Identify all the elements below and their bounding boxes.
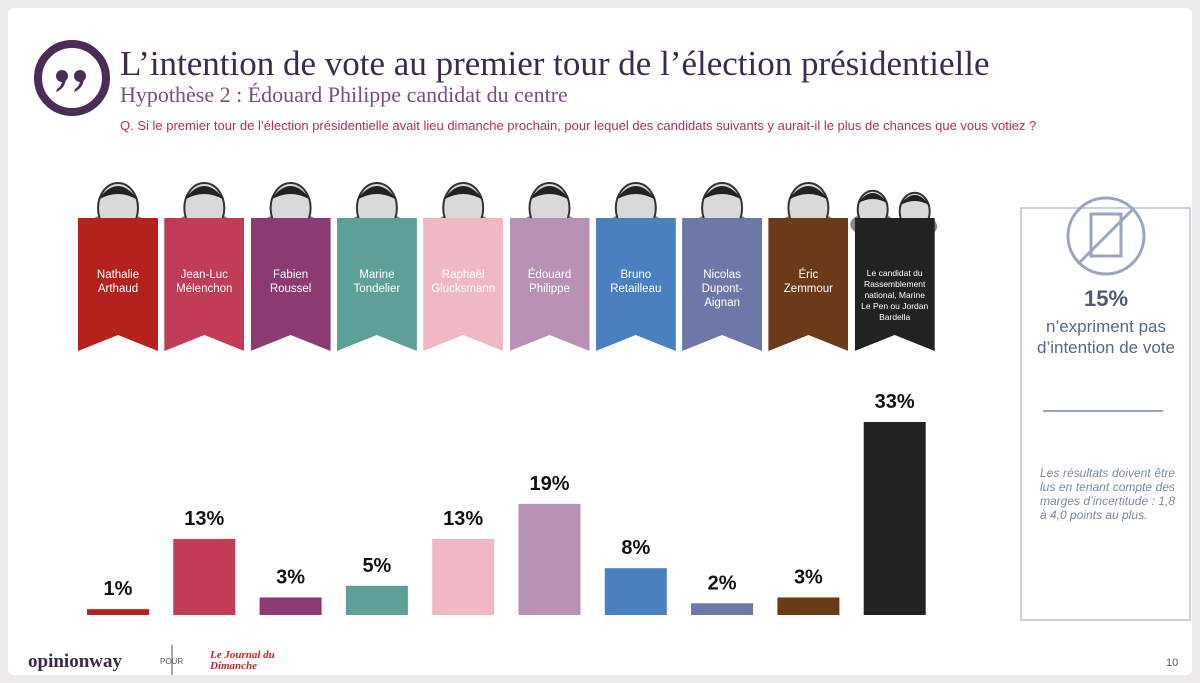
- side-panel: [1020, 207, 1191, 621]
- bar: [518, 503, 581, 615]
- portrait: [899, 195, 930, 206]
- portrait: [270, 186, 311, 200]
- brand: opinionway: [28, 651, 122, 672]
- candidate-name: Fabien Roussel: [250, 218, 331, 351]
- portrait: [857, 193, 888, 204]
- value-label: 8%: [621, 537, 650, 559]
- quote-icon: [34, 40, 110, 116]
- value-label: 3%: [794, 566, 823, 588]
- bar: [691, 603, 754, 615]
- portrait: [356, 186, 397, 200]
- candidate-name: Raphaël Glucksmann: [423, 218, 504, 351]
- portrait: [184, 186, 225, 200]
- bar: [87, 609, 149, 615]
- side-note: Les résultats doivent être lus en tenant…: [1040, 466, 1175, 522]
- bar: [345, 585, 408, 615]
- portrait: [615, 186, 656, 200]
- portrait: [98, 186, 138, 200]
- candidate-name: Édouard Philippe: [509, 218, 590, 351]
- portrait: [443, 186, 484, 200]
- portrait: [788, 186, 829, 200]
- bar: [604, 568, 667, 615]
- bar: [863, 422, 926, 615]
- candidate-name: Jean-Luc Mélenchon: [164, 218, 245, 351]
- side-text: n’expriment pas d’intention de vote: [1037, 317, 1175, 357]
- value-label: 19%: [529, 473, 569, 495]
- candidate-name: Bruno Retailleau: [595, 218, 676, 351]
- title: L’intention de vote au premier tour de l…: [120, 44, 990, 83]
- subtitle: Hypothèse 2 : Édouard Philippe candidat …: [120, 82, 568, 107]
- quote-marks: [56, 70, 86, 92]
- bar: [259, 597, 322, 615]
- side-figure: 15%: [1083, 286, 1129, 311]
- portrait: [702, 186, 743, 200]
- candidate-name: Nathalie Arthaud: [78, 218, 158, 351]
- candidate-name: Éric Zemmour: [768, 218, 849, 351]
- bar: [777, 597, 840, 615]
- page-number: 10: [1166, 657, 1179, 669]
- question: Q. Si le premier tour de l’élection prés…: [120, 118, 1037, 133]
- portrait: [529, 186, 570, 200]
- bar: [432, 538, 495, 615]
- candidate-name: Marine Tondelier: [336, 218, 417, 351]
- pour: POUR: [160, 657, 184, 666]
- value-label: 3%: [276, 566, 305, 588]
- candidate-name: Le candidat du Rassemblement national, M…: [854, 218, 935, 351]
- partner: Le Journal du Dimanche: [210, 649, 275, 672]
- value-label: 13%: [184, 508, 224, 530]
- value-label: 1%: [104, 578, 133, 600]
- bar: [173, 538, 236, 615]
- value-label: 13%: [443, 508, 483, 530]
- value-label: 2%: [708, 572, 737, 594]
- value-label: 33%: [875, 391, 915, 413]
- no-vote-icon: [1066, 196, 1146, 276]
- candidate-name: Nicolas Dupont-Aignan: [682, 218, 763, 351]
- value-label: 5%: [362, 555, 391, 577]
